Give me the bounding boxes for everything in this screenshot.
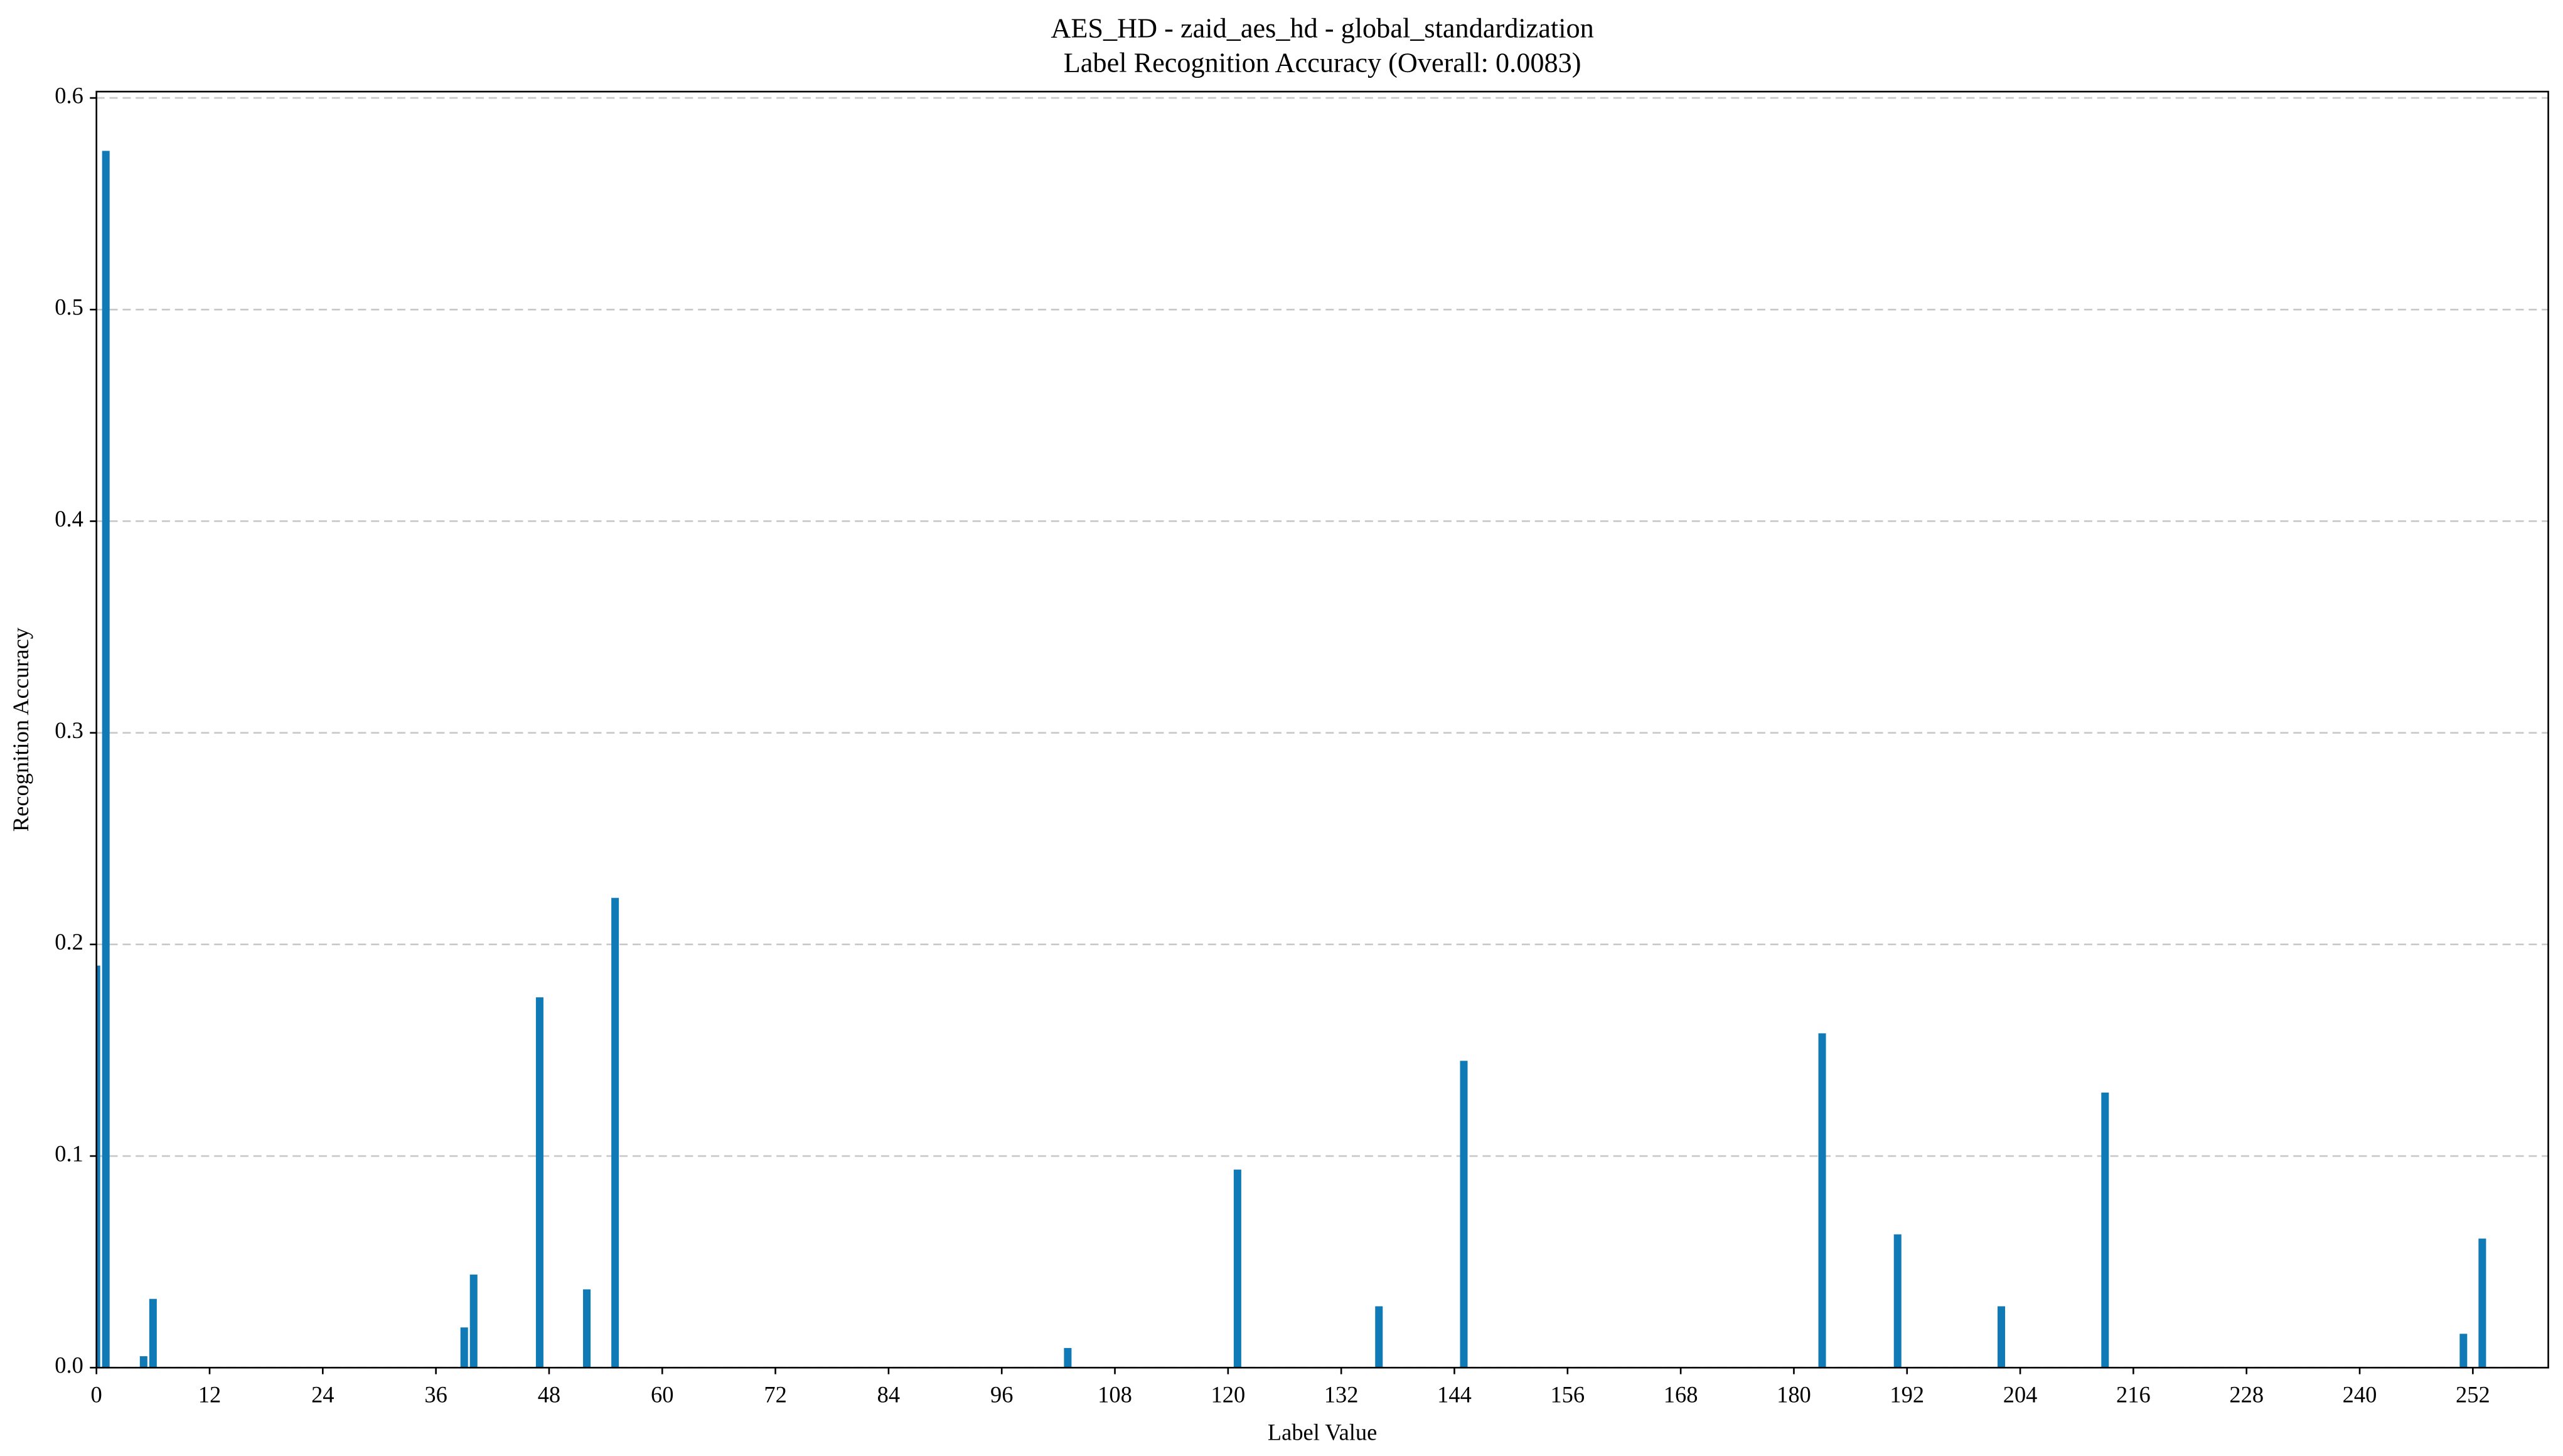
x-tick-label: 204 — [2003, 1383, 2038, 1408]
x-tick-label: 252 — [2456, 1383, 2490, 1408]
x-tick-label: 60 — [651, 1383, 673, 1408]
y-tick-label: 0.2 — [55, 929, 83, 955]
bar — [1818, 1033, 1826, 1368]
bar — [611, 897, 619, 1368]
y-tick-label: 0.1 — [55, 1141, 83, 1166]
bar — [2478, 1238, 2486, 1368]
x-tick-label: 120 — [1211, 1383, 1246, 1408]
x-tick-label: 156 — [1550, 1383, 1585, 1408]
x-tick-label: 48 — [538, 1383, 560, 1408]
bar — [1064, 1347, 1072, 1368]
y-tick-label: 0.5 — [55, 295, 83, 320]
x-tick-label: 12 — [198, 1383, 221, 1408]
bar — [1233, 1169, 1241, 1368]
bar — [102, 151, 110, 1368]
chart-subtitle: Label Recognition Accuracy (Overall: 0.0… — [1064, 47, 1581, 78]
x-tick-label: 108 — [1098, 1383, 1132, 1408]
y-tick-label: 0.6 — [55, 83, 83, 108]
x-tick-label: 228 — [2229, 1383, 2264, 1408]
x-tick-label: 36 — [424, 1383, 447, 1408]
bar — [149, 1298, 157, 1368]
bars — [96, 151, 2486, 1368]
bar — [1893, 1234, 1902, 1368]
x-tick-label: 216 — [2116, 1383, 2151, 1408]
x-tick-label: 192 — [1890, 1383, 1924, 1408]
x-axis-label: Label Value — [1268, 1420, 1377, 1445]
y-tick-label: 0.3 — [55, 718, 83, 743]
bar — [2459, 1334, 2468, 1368]
bar — [139, 1356, 147, 1368]
chart-title: AES_HD - zaid_aes_hd - global_standardiz… — [1051, 13, 1593, 44]
x-tick-label: 84 — [877, 1383, 900, 1408]
x-tick-label: 180 — [1777, 1383, 1811, 1408]
x-tick-label: 72 — [764, 1383, 786, 1408]
bar — [469, 1274, 478, 1368]
x-tick-label: 96 — [990, 1383, 1013, 1408]
bar — [583, 1289, 591, 1368]
x-tick-label: 24 — [311, 1383, 334, 1408]
y-tick-label: 0.4 — [55, 506, 83, 532]
bar — [1375, 1306, 1383, 1368]
ticks: 0.0 0.1 0.2 0.3 0.4 0.5 0.6 0 12 24 36 48 60 72 84 96 10… — [55, 83, 2490, 1407]
x-tick-label: 0 — [91, 1383, 102, 1408]
y-tick-label: 0.0 — [55, 1353, 83, 1378]
bar — [96, 965, 100, 1368]
y-axis-label: Recognition Accuracy — [8, 627, 33, 832]
x-tick-label: 132 — [1324, 1383, 1359, 1408]
x-tick-label: 240 — [2343, 1383, 2377, 1408]
x-tick-label: 144 — [1437, 1383, 1472, 1408]
x-tick-label: 168 — [1664, 1383, 1698, 1408]
grid — [96, 97, 2549, 1369]
bar — [1998, 1306, 2006, 1368]
plot-frame — [95, 90, 2549, 1369]
bar — [460, 1327, 468, 1368]
bar — [1460, 1061, 1468, 1368]
bar — [2101, 1092, 2109, 1368]
bar — [535, 997, 543, 1368]
